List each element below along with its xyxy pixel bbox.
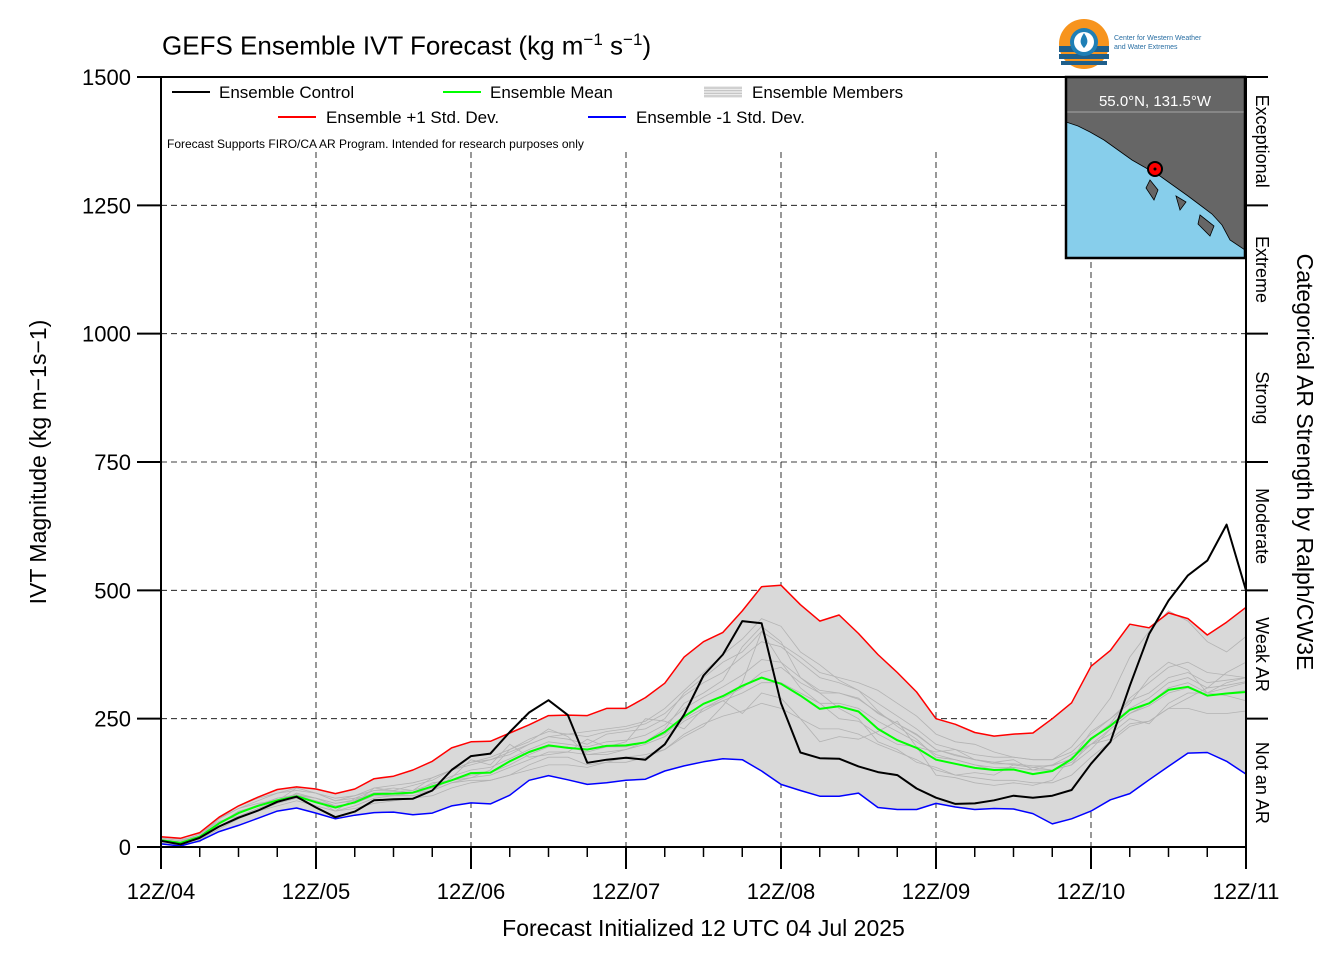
x-tick-label: 12Z/08	[747, 879, 816, 904]
legend-label: Ensemble Control	[219, 83, 354, 102]
series-line-ensemble-mean	[160, 676, 1247, 844]
right-axis-title: Categorical AR Strength by Ralph/CW3E	[1292, 254, 1318, 671]
x-tick-label: 12Z/04	[127, 879, 196, 904]
legend-label: Ensemble Mean	[490, 83, 613, 102]
series-line-ensemble-control	[160, 523, 1247, 846]
y-tick-label: 0	[119, 835, 131, 860]
cw3e-logo-icon	[1059, 19, 1109, 69]
legend-label: Ensemble +1 Std. Dev.	[326, 108, 499, 127]
series-line-ensemble-1-std-dev-	[160, 751, 1247, 847]
category-label: Extreme	[1252, 236, 1272, 303]
cw3e-logo: Center for Western Weather and Water Extr…	[1058, 18, 1238, 74]
category-label: Weak AR	[1252, 617, 1272, 692]
research-note: Forecast Supports FIRO/CA AR Program. In…	[167, 137, 584, 151]
x-tick-label: 12Z/11	[1213, 879, 1280, 904]
y-tick-label: 1500	[82, 65, 131, 90]
x-tick-label: 12Z/10	[1057, 879, 1126, 904]
y-axis-title: IVT Magnitude (kg m−1s−1)	[25, 320, 51, 605]
category-label: Strong	[1252, 371, 1272, 424]
x-tick-label: 12Z/07	[592, 879, 661, 904]
logo-text: Center for Western Weather and Water Extr…	[1114, 35, 1202, 51]
inset-location-label: 55.0°N, 131.5°W	[1099, 93, 1212, 110]
y-tick-label: 1000	[82, 322, 131, 347]
ensemble-member-line	[160, 630, 1247, 845]
ensemble-member-line	[160, 641, 1247, 842]
ensemble-member-line	[160, 702, 1247, 845]
y-tick-label: 250	[94, 707, 131, 732]
x-axis-title: Forecast Initialized 12 UTC 04 Jul 2025	[502, 915, 905, 941]
inset-islands	[1145, 179, 1215, 237]
y-tick-label: 750	[94, 450, 131, 475]
y-tick-label: 1250	[82, 193, 131, 218]
location-inset-map: 55.0°N, 131.5°W	[1064, 75, 1247, 260]
category-label: Exceptional	[1252, 95, 1272, 188]
legend-label: Ensemble -1 Std. Dev.	[636, 108, 805, 127]
legend-label: Ensemble Members	[752, 83, 903, 102]
ensemble-member-line	[160, 659, 1247, 843]
x-tick-label: 12Z/05	[282, 879, 351, 904]
x-tick-label: 12Z/09	[902, 879, 971, 904]
chart-title: GEFS Ensemble IVT Forecast (kg m−1 s−1)	[162, 30, 652, 61]
category-label: Moderate	[1252, 488, 1272, 564]
y-tick-label: 500	[94, 578, 131, 603]
inset-frame	[1064, 75, 1247, 260]
category-label: Not an AR	[1252, 742, 1272, 824]
std-dev-band	[161, 585, 1246, 846]
series-line-ensemble-1-std-dev-	[160, 584, 1247, 840]
location-marker-center	[1153, 167, 1157, 171]
x-tick-label: 12Z/06	[437, 879, 506, 904]
